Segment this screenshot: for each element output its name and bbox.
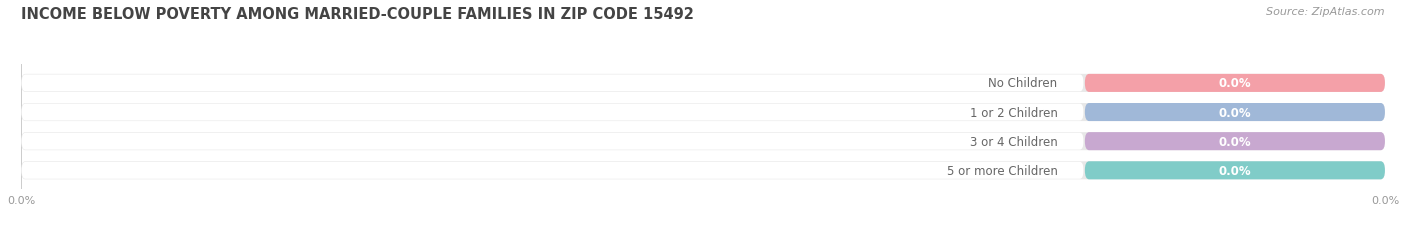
FancyBboxPatch shape xyxy=(1085,103,1385,122)
Text: No Children: No Children xyxy=(988,77,1057,90)
Text: 0.0%: 0.0% xyxy=(1219,77,1251,90)
Text: 5 or more Children: 5 or more Children xyxy=(946,164,1057,177)
FancyBboxPatch shape xyxy=(21,103,1385,122)
FancyBboxPatch shape xyxy=(21,75,1084,92)
FancyBboxPatch shape xyxy=(21,133,1084,150)
FancyBboxPatch shape xyxy=(21,133,1385,151)
Text: Source: ZipAtlas.com: Source: ZipAtlas.com xyxy=(1267,7,1385,17)
FancyBboxPatch shape xyxy=(1085,75,1385,93)
Text: 0.0%: 0.0% xyxy=(1219,135,1251,148)
FancyBboxPatch shape xyxy=(1085,133,1385,151)
FancyBboxPatch shape xyxy=(21,75,1385,93)
Text: INCOME BELOW POVERTY AMONG MARRIED-COUPLE FAMILIES IN ZIP CODE 15492: INCOME BELOW POVERTY AMONG MARRIED-COUPL… xyxy=(21,7,695,22)
Text: 0.0%: 0.0% xyxy=(1219,164,1251,177)
FancyBboxPatch shape xyxy=(21,104,1084,121)
FancyBboxPatch shape xyxy=(21,161,1385,179)
FancyBboxPatch shape xyxy=(21,162,1084,179)
Text: 0.0%: 0.0% xyxy=(1219,106,1251,119)
Text: 1 or 2 Children: 1 or 2 Children xyxy=(970,106,1057,119)
Text: 3 or 4 Children: 3 or 4 Children xyxy=(970,135,1057,148)
FancyBboxPatch shape xyxy=(1085,161,1385,179)
